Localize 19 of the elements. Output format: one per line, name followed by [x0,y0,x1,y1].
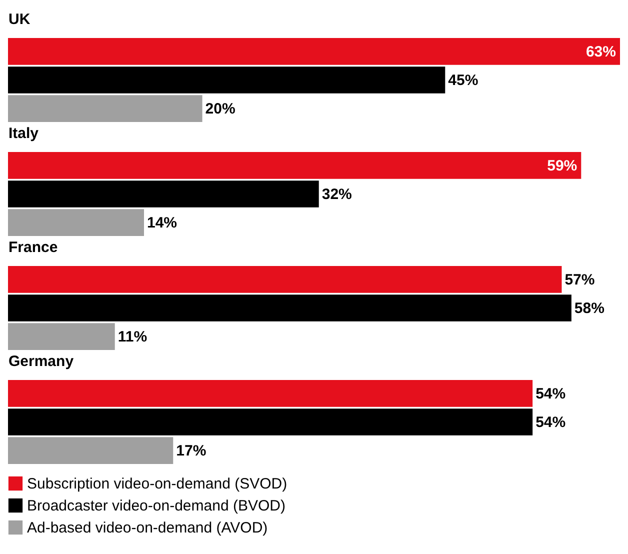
data-label: 54% [536,414,566,431]
y-tick-label: UK [8,11,30,28]
data-label: 58% [574,300,604,317]
data-label: 57% [564,271,595,288]
data-label: 17% [176,442,206,460]
data-label: 11% [118,328,148,346]
data-label: 14% [147,214,178,232]
legend-label: Subscription video-on-demand (SVOD) [27,476,288,492]
y-tick-label: Germany [8,353,74,370]
y-tick-label: France [8,239,58,256]
legend-label: Broadcaster video-on-demand (BVOD) [27,498,286,514]
data-label: 45% [448,72,478,89]
data-label: 59% [547,157,578,174]
y-tick-label: Italy [8,125,40,142]
data-label: 63% [586,43,616,60]
data-label: 54% [536,385,566,402]
data-label: 20% [205,100,236,118]
data-label: 32% [322,186,352,203]
legend-label: Ad-based video-on-demand (AVOD) [27,520,268,536]
